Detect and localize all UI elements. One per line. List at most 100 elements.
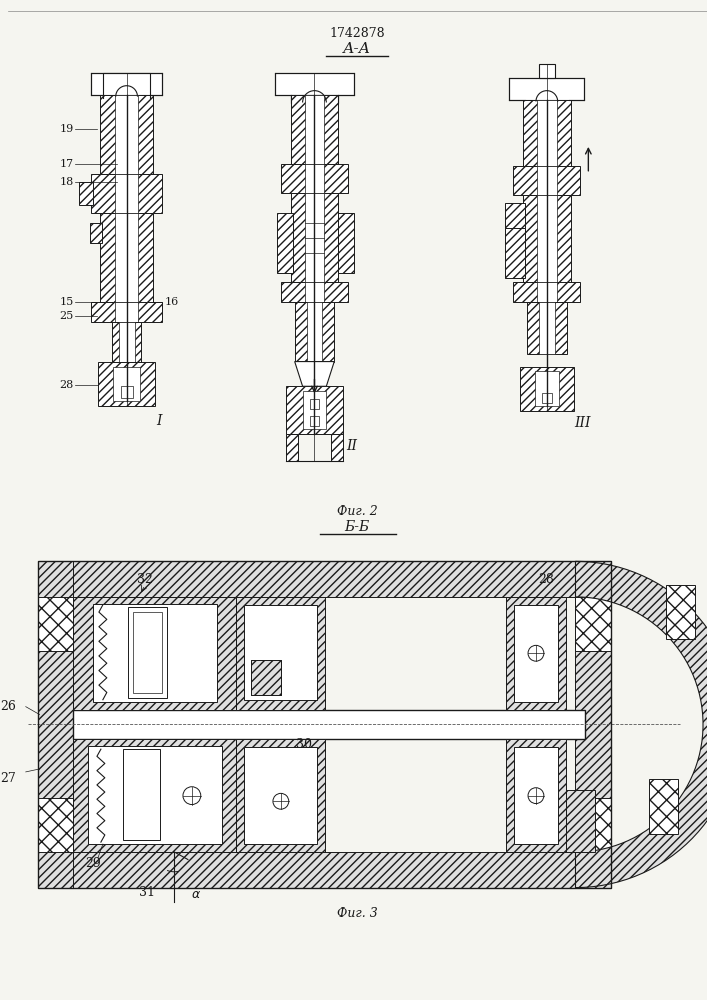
Bar: [291, 95, 338, 164]
Bar: [523, 100, 571, 166]
Bar: [575, 561, 611, 888]
Text: Фиг. 2: Фиг. 2: [337, 505, 378, 518]
Bar: [291, 193, 338, 282]
Bar: [310, 416, 320, 426]
Bar: [537, 282, 556, 302]
Text: 16: 16: [164, 297, 178, 307]
Text: 1742878: 1742878: [329, 27, 385, 40]
Text: 28: 28: [59, 380, 74, 390]
Bar: [277, 213, 293, 273]
Bar: [291, 95, 338, 103]
Bar: [575, 798, 611, 852]
Bar: [542, 393, 551, 403]
Text: 27: 27: [0, 772, 16, 785]
Bar: [74, 597, 236, 710]
Bar: [119, 322, 134, 362]
Bar: [122, 749, 160, 840]
Text: 17: 17: [59, 159, 74, 169]
Text: I: I: [156, 414, 162, 428]
Bar: [115, 174, 139, 213]
Bar: [236, 597, 325, 710]
Text: 18: 18: [59, 177, 74, 187]
Bar: [539, 64, 555, 78]
Bar: [37, 561, 611, 597]
Bar: [115, 213, 139, 302]
Circle shape: [183, 787, 201, 805]
Bar: [115, 95, 139, 174]
Bar: [523, 195, 571, 282]
Bar: [506, 203, 525, 228]
Bar: [338, 213, 354, 273]
Bar: [305, 282, 325, 302]
Bar: [305, 193, 325, 282]
Bar: [244, 747, 317, 844]
Bar: [132, 612, 162, 693]
Bar: [527, 302, 566, 354]
Bar: [286, 434, 298, 461]
Bar: [310, 399, 320, 409]
Polygon shape: [575, 561, 707, 888]
Circle shape: [528, 645, 544, 661]
Bar: [100, 213, 153, 302]
Bar: [115, 302, 139, 322]
Bar: [506, 597, 566, 710]
Bar: [112, 367, 141, 401]
Bar: [112, 322, 141, 362]
Text: Фиг. 3: Фиг. 3: [337, 907, 378, 920]
Text: 19: 19: [59, 124, 74, 134]
Bar: [275, 73, 354, 95]
Bar: [506, 228, 525, 278]
Text: 25: 25: [59, 311, 74, 321]
Bar: [506, 739, 566, 852]
Bar: [244, 605, 317, 700]
Bar: [37, 597, 74, 651]
Bar: [37, 561, 611, 888]
Bar: [100, 95, 153, 174]
Bar: [91, 302, 162, 322]
Bar: [281, 164, 348, 193]
Bar: [535, 371, 559, 406]
Bar: [537, 195, 556, 282]
Bar: [514, 747, 558, 844]
Bar: [74, 710, 585, 739]
Bar: [93, 604, 216, 702]
Bar: [37, 798, 74, 852]
Bar: [281, 282, 348, 302]
Bar: [295, 302, 334, 362]
Bar: [305, 164, 325, 193]
Text: 32: 32: [137, 573, 153, 586]
Polygon shape: [295, 362, 334, 386]
Bar: [74, 739, 236, 852]
Circle shape: [528, 788, 544, 804]
Bar: [539, 302, 555, 354]
Text: 31: 31: [139, 886, 155, 899]
Bar: [303, 391, 327, 429]
Bar: [332, 434, 343, 461]
Bar: [513, 166, 580, 195]
Text: $\alpha$: $\alpha$: [191, 888, 201, 901]
Bar: [121, 386, 132, 398]
Text: 28: 28: [538, 573, 554, 586]
Bar: [251, 660, 281, 695]
Bar: [88, 746, 221, 844]
Bar: [648, 779, 678, 834]
Bar: [90, 223, 102, 243]
Text: А-А: А-А: [343, 42, 371, 56]
Bar: [286, 386, 343, 434]
Bar: [666, 585, 696, 639]
Bar: [79, 182, 93, 205]
Bar: [236, 739, 325, 852]
Bar: [566, 790, 595, 852]
Text: Б-Б: Б-Б: [344, 520, 370, 534]
Bar: [37, 561, 74, 888]
Bar: [91, 73, 162, 95]
Circle shape: [273, 793, 288, 809]
Bar: [520, 367, 574, 411]
Bar: [98, 362, 156, 406]
Bar: [251, 660, 281, 695]
Text: 30: 30: [296, 738, 312, 751]
Bar: [514, 605, 558, 702]
Bar: [91, 174, 162, 213]
Text: III: III: [575, 416, 591, 430]
Bar: [575, 597, 611, 651]
